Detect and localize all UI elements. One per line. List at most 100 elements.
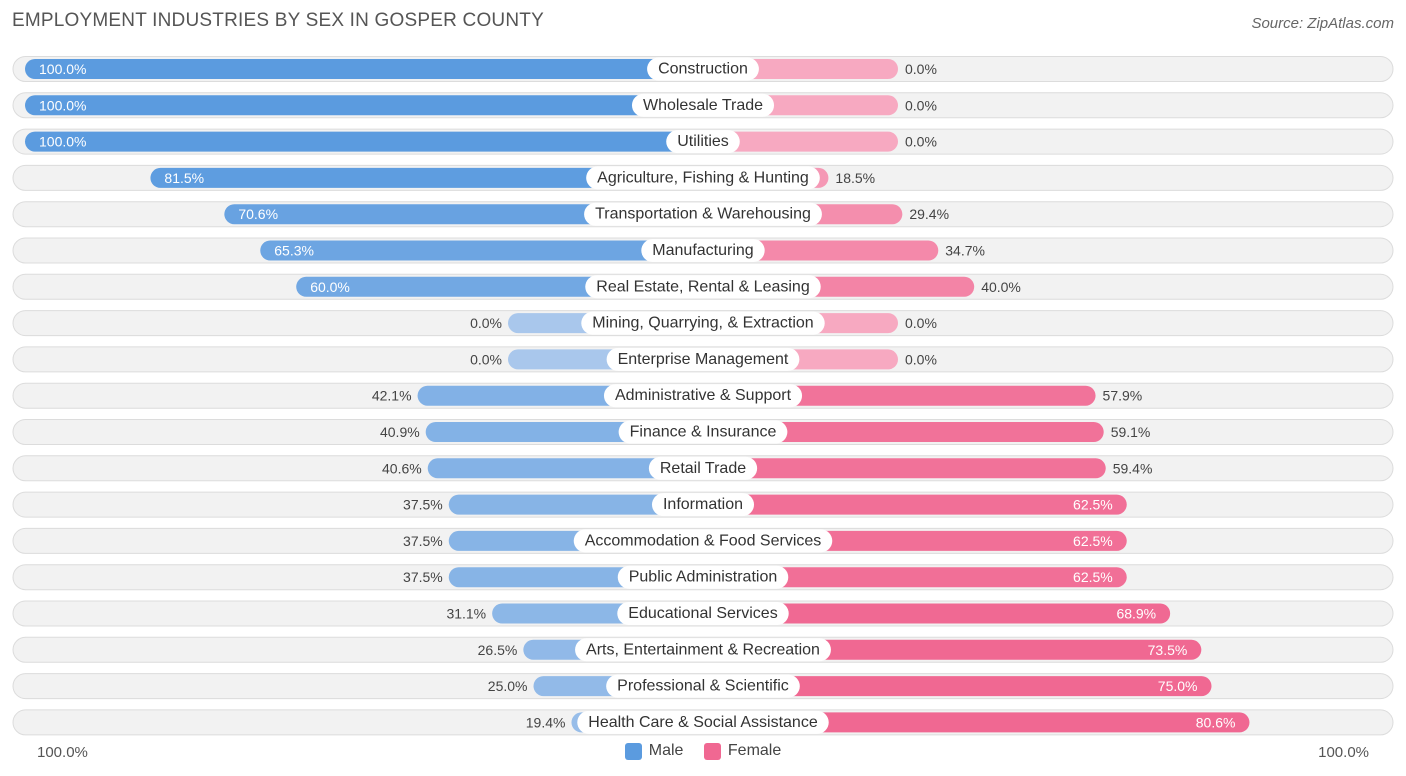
category-label: Retail Trade xyxy=(660,460,746,477)
category-label: Transportation & Warehousing xyxy=(595,206,811,223)
category-label-pill xyxy=(647,57,759,81)
category-label-pill xyxy=(585,275,821,299)
legend-male-label: Male xyxy=(648,742,684,759)
male-value-label: 70.6% xyxy=(238,206,278,222)
category-label-pill xyxy=(581,311,825,335)
female-value-label: 57.9% xyxy=(1103,388,1143,404)
male-value-label: 31.1% xyxy=(446,606,486,622)
category-label-pill xyxy=(606,674,800,698)
category-label-pill xyxy=(666,130,740,154)
female-value-label: 62.5% xyxy=(1073,569,1113,585)
category-label: Information xyxy=(663,496,743,513)
female-bar[interactable] xyxy=(703,567,1127,588)
category-label: Real Estate, Rental & Leasing xyxy=(596,278,809,295)
male-value-label: 42.1% xyxy=(372,388,412,404)
axis-left-label: 100.0% xyxy=(37,744,88,761)
male-value-label: 37.5% xyxy=(403,533,443,549)
category-label-pill xyxy=(617,565,789,589)
female-value-label: 62.5% xyxy=(1073,497,1113,513)
female-value-label: 18.5% xyxy=(835,170,875,186)
male-bar[interactable] xyxy=(260,240,703,261)
source-note: Source: ZipAtlas.com xyxy=(1251,15,1394,32)
male-bar[interactable] xyxy=(448,494,703,515)
female-value-label: 0.0% xyxy=(905,351,937,367)
female-value-label: 59.4% xyxy=(1113,460,1153,476)
male-value-label: 40.6% xyxy=(382,460,422,476)
female-swatch-icon xyxy=(703,742,721,760)
female-value-label: 80.6% xyxy=(1196,714,1236,730)
female-value-label: 40.0% xyxy=(981,279,1021,295)
male-bar[interactable] xyxy=(25,131,703,152)
male-value-label: 60.0% xyxy=(310,279,350,295)
male-bar[interactable] xyxy=(224,204,703,225)
category-label-pill xyxy=(573,529,833,553)
category-label-pill xyxy=(577,710,829,734)
female-value-label: 75.0% xyxy=(1158,678,1198,694)
category-label-pill xyxy=(651,493,755,517)
category-label: Accommodation & Food Services xyxy=(585,532,822,549)
chart-title: EMPLOYMENT INDUSTRIES BY SEX IN GOSPER C… xyxy=(12,10,544,31)
female-bar[interactable] xyxy=(703,712,1250,733)
category-label: Wholesale Trade xyxy=(643,97,763,114)
female-bar[interactable] xyxy=(703,385,1096,406)
female-bar[interactable] xyxy=(703,458,1106,479)
category-label-pill xyxy=(617,602,789,625)
male-value-label: 19.4% xyxy=(526,714,566,730)
category-label: Administrative & Support xyxy=(615,387,792,404)
male-value-label: 100.0% xyxy=(39,134,86,150)
female-value-label: 62.5% xyxy=(1073,533,1113,549)
male-value-label: 37.5% xyxy=(403,569,443,585)
male-value-label: 100.0% xyxy=(39,61,86,77)
category-label-pill xyxy=(631,93,775,117)
category-label: Public Administration xyxy=(629,569,778,586)
female-value-label: 0.0% xyxy=(905,61,937,77)
female-bar[interactable] xyxy=(703,422,1104,442)
category-label-pill xyxy=(641,239,765,262)
axis-right-label: 100.0% xyxy=(1318,744,1369,761)
legend-male[interactable]: Male xyxy=(624,742,684,760)
female-value-label: 29.4% xyxy=(909,206,949,222)
female-bar[interactable] xyxy=(703,494,1127,515)
legend-female-label: Female xyxy=(727,742,782,759)
category-label: Manufacturing xyxy=(652,242,753,259)
category-label: Utilities xyxy=(677,133,729,150)
category-label-pill xyxy=(648,456,758,480)
category-label: Agriculture, Fishing & Hunting xyxy=(597,169,809,186)
category-label: Arts, Entertainment & Recreation xyxy=(586,641,820,658)
chart-canvas: 100.0% 0.0% Construction 100.0% 0.0% Wholesal… xyxy=(12,56,1394,736)
female-value-label: 34.7% xyxy=(945,243,985,259)
male-bar[interactable] xyxy=(427,458,703,479)
category-label: Mining, Quarrying, & Extraction xyxy=(592,315,813,332)
category-label: Construction xyxy=(658,61,748,78)
category-label-pill xyxy=(606,347,800,371)
female-value-label: 68.9% xyxy=(1116,606,1156,622)
category-label: Health Care & Social Assistance xyxy=(588,714,818,731)
category-label: Enterprise Management xyxy=(618,351,789,368)
male-bar[interactable] xyxy=(25,59,703,79)
female-value-label: 73.5% xyxy=(1148,642,1188,658)
female-value-label: 0.0% xyxy=(905,315,937,331)
male-value-label: 65.3% xyxy=(274,243,314,259)
male-bar[interactable] xyxy=(25,95,703,116)
category-label: Finance & Insurance xyxy=(630,424,777,441)
category-label-pill xyxy=(618,420,788,444)
legend-female[interactable]: Female xyxy=(703,742,782,760)
male-value-label: 81.5% xyxy=(164,170,204,186)
legend: Male Female xyxy=(0,742,1406,765)
category-label-pill xyxy=(575,638,831,662)
category-label-pill xyxy=(586,166,820,190)
male-value-label: 25.0% xyxy=(488,678,528,694)
male-value-label: 37.5% xyxy=(403,497,443,513)
female-bar[interactable] xyxy=(703,603,1171,624)
category-label: Professional & Scientific xyxy=(617,678,789,695)
female-value-label: 0.0% xyxy=(905,134,937,150)
female-bar[interactable] xyxy=(703,131,898,152)
male-value-label: 100.0% xyxy=(39,97,86,113)
female-bar[interactable] xyxy=(703,676,1212,697)
category-label-pill xyxy=(584,202,822,226)
male-bar[interactable] xyxy=(150,167,703,188)
category-label: Educational Services xyxy=(628,605,777,622)
male-value-label: 0.0% xyxy=(470,351,502,367)
male-value-label: 26.5% xyxy=(478,642,518,658)
male-swatch-icon xyxy=(624,742,642,760)
